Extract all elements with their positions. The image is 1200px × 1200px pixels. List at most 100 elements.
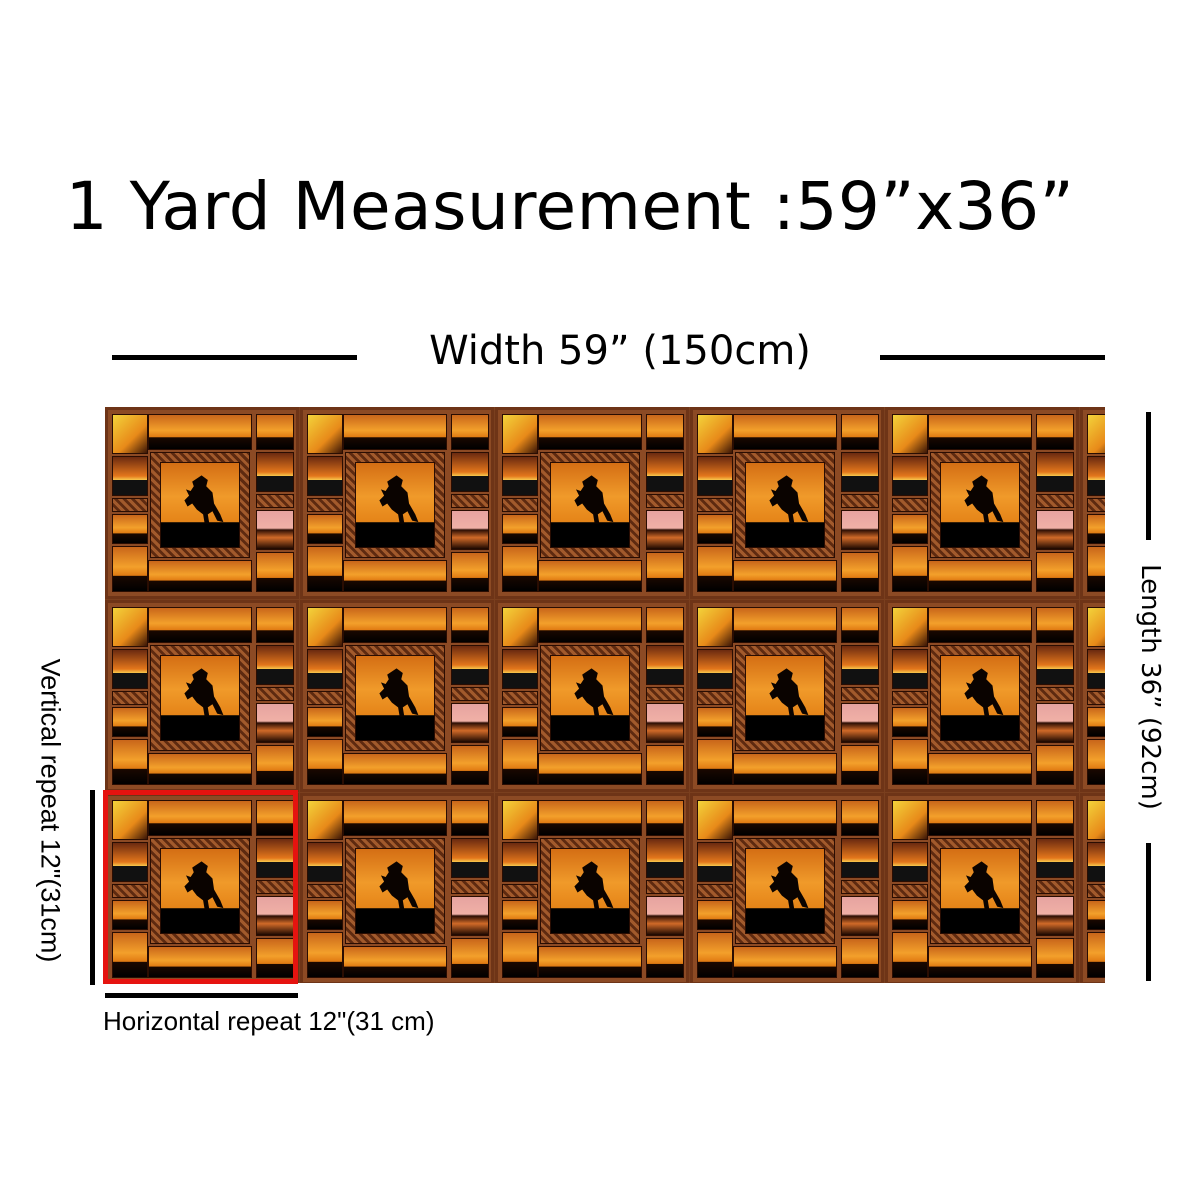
photo-panel (697, 498, 733, 512)
photo-panel (646, 510, 684, 550)
photo-panel (892, 900, 928, 930)
photo-panel (256, 607, 294, 643)
photo-panel (256, 645, 294, 685)
photo-panel (646, 452, 684, 492)
pattern-tile (690, 407, 884, 599)
photo-panel (307, 514, 343, 544)
photo-panel (841, 896, 879, 936)
horizontal-repeat-label: Horizontal repeat 12"(31 cm) (103, 1006, 435, 1036)
photo-panel (502, 707, 538, 737)
photo-panel (256, 414, 294, 450)
photo-panel (1036, 687, 1074, 701)
photo-panel (1087, 884, 1105, 898)
photo-panel (697, 884, 733, 898)
photo-panel (256, 452, 294, 492)
pattern-tile (300, 793, 494, 983)
photo-panel (451, 896, 489, 936)
photo-panel (451, 745, 489, 785)
photo-panel (1087, 932, 1105, 978)
photo-panel (451, 607, 489, 643)
patterned-frame (540, 838, 640, 944)
photo-panel (112, 649, 148, 689)
photo-panel (451, 838, 489, 878)
photo-panel (646, 607, 684, 643)
photo-panel (646, 745, 684, 785)
fabric-swatch (105, 407, 1105, 983)
photo-panel (502, 739, 538, 785)
photo-panel (451, 800, 489, 836)
photo-panel (502, 414, 538, 454)
photo-panel (928, 414, 1032, 450)
pattern-tile (885, 793, 1079, 983)
photo-panel (841, 510, 879, 550)
photo-panel (502, 691, 538, 705)
photo-panel (697, 800, 733, 840)
photo-panel (646, 800, 684, 836)
pattern-tile (1080, 407, 1105, 599)
photo-panel (1087, 414, 1105, 454)
photo-panel (148, 753, 252, 785)
photo-panel (451, 938, 489, 978)
photo-panel (112, 456, 148, 496)
patterned-frame (150, 645, 250, 751)
photo-panel (112, 607, 148, 647)
photo-panel (892, 498, 928, 512)
photo-panel (1036, 938, 1074, 978)
pattern-tile (885, 600, 1079, 792)
photo-panel (697, 546, 733, 592)
photo-panel (256, 687, 294, 701)
photo-panel (256, 703, 294, 743)
photo-panel (646, 552, 684, 592)
photo-panel (697, 932, 733, 978)
photo-panel (256, 552, 294, 592)
photo-panel (1036, 645, 1074, 685)
photo-panel (892, 456, 928, 496)
patterned-frame (735, 838, 835, 944)
photo-panel (1036, 880, 1074, 894)
photo-panel (841, 414, 879, 450)
photo-panel (343, 800, 447, 836)
photo-panel (307, 932, 343, 978)
photo-panel (1087, 900, 1105, 930)
photo-panel (112, 884, 148, 898)
photo-panel (1036, 552, 1074, 592)
photo-panel (892, 739, 928, 785)
photo-panel (343, 560, 447, 592)
photo-panel (148, 560, 252, 592)
patterned-frame (930, 838, 1030, 944)
photo-panel (1087, 514, 1105, 544)
photo-panel (307, 649, 343, 689)
photo-panel (451, 703, 489, 743)
patterned-frame (735, 645, 835, 751)
photo-panel (502, 456, 538, 496)
photo-panel (307, 884, 343, 898)
photo-panel (148, 800, 252, 836)
photo-panel (502, 884, 538, 898)
photo-panel (451, 494, 489, 508)
photo-panel (892, 546, 928, 592)
photo-panel (928, 607, 1032, 643)
photo-panel (451, 414, 489, 450)
photo-panel (646, 896, 684, 936)
patterned-frame (345, 645, 445, 751)
photo-panel (892, 691, 928, 705)
photo-panel (1036, 414, 1074, 450)
patterned-frame (345, 452, 445, 558)
photo-panel (1087, 691, 1105, 705)
repeat-highlight-box (103, 790, 298, 984)
photo-panel (646, 703, 684, 743)
photo-panel (256, 838, 294, 878)
photo-panel (697, 456, 733, 496)
photo-panel (733, 414, 837, 450)
photo-panel (1087, 842, 1105, 882)
photo-panel (451, 510, 489, 550)
photo-panel (1087, 607, 1105, 647)
photo-panel (646, 938, 684, 978)
photo-panel (841, 800, 879, 836)
photo-panel (697, 649, 733, 689)
photo-panel (1036, 510, 1074, 550)
photo-panel (646, 838, 684, 878)
vertical-repeat-label: Vertical repeat 12"(31cm) (35, 658, 66, 963)
photo-panel (841, 938, 879, 978)
photo-panel (733, 753, 837, 785)
